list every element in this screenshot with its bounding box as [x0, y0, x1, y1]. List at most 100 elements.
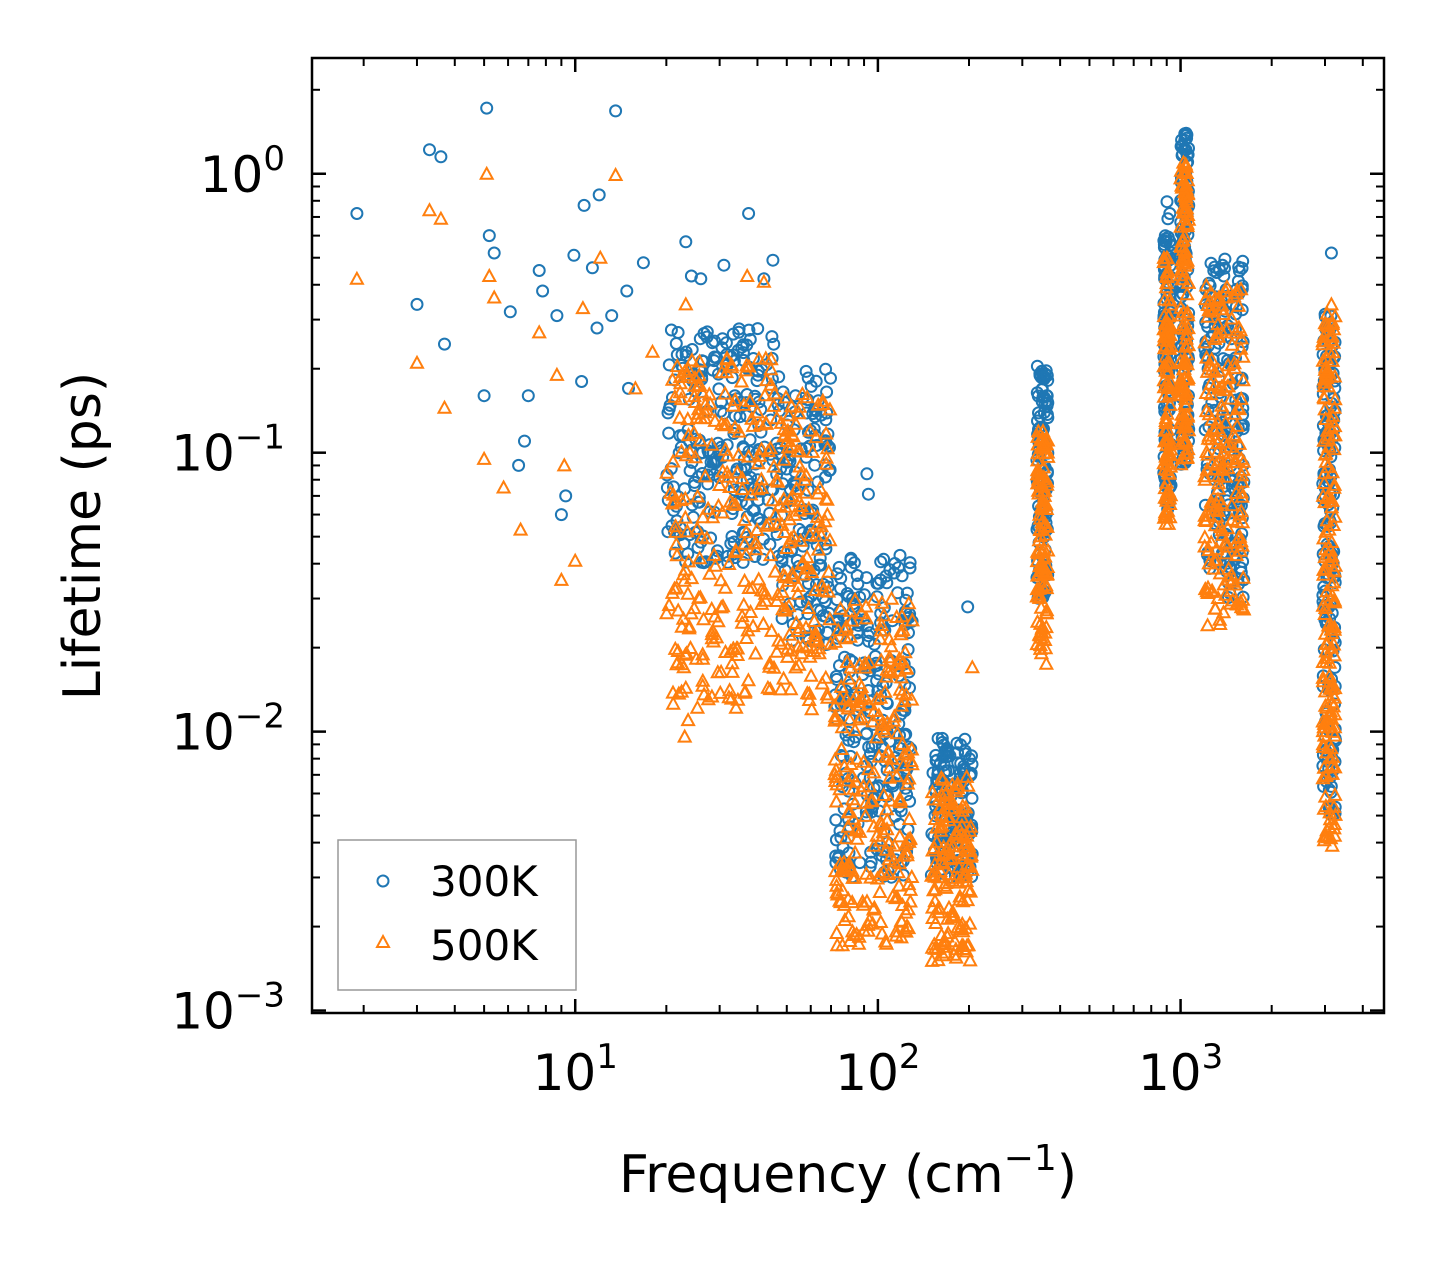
scatter-points: [349, 101, 1344, 967]
point-500K: [790, 638, 806, 653]
point-500K: [938, 785, 954, 800]
point-500K: [1179, 193, 1195, 208]
point-500K: [567, 552, 583, 567]
point-500K: [869, 691, 885, 706]
point-500K: [962, 883, 979, 898]
point-300K: [1235, 371, 1249, 385]
point-300K: [664, 323, 678, 337]
point-500K: [697, 468, 713, 483]
point-500K: [1177, 418, 1193, 433]
point-500K: [900, 901, 916, 916]
point-500K: [680, 712, 696, 727]
point-500K: [751, 571, 767, 586]
point-500K: [695, 509, 711, 524]
point-500K: [745, 618, 761, 633]
point-500K: [1207, 363, 1223, 378]
point-500K: [707, 412, 723, 427]
point-500K: [1033, 645, 1050, 660]
point-500K: [1235, 348, 1251, 363]
point-500K: [1032, 510, 1048, 525]
y-tick-labels: 10−3 10−2 10−1 100: [171, 139, 285, 1041]
point-500K: [954, 802, 970, 817]
point-500K: [1219, 289, 1235, 304]
point-500K: [936, 877, 953, 892]
point-500K: [1158, 414, 1174, 429]
point-500K: [1224, 573, 1240, 588]
point-500K: [872, 814, 888, 829]
point-500K: [844, 791, 861, 806]
point-500K: [1217, 433, 1233, 448]
point-500K: [721, 555, 737, 570]
minor-ticks: [312, 58, 1384, 1013]
y-axis-label: Lifetime (ps): [53, 372, 113, 700]
point-300K: [931, 774, 945, 788]
point-500K: [673, 443, 690, 458]
point-500K: [742, 603, 759, 618]
point-500K: [1040, 558, 1056, 573]
point-500K: [715, 463, 731, 478]
point-300K: [851, 633, 864, 647]
point-500K: [809, 508, 826, 523]
legend: 300K 500K: [337, 839, 577, 991]
point-500K: [834, 719, 850, 734]
x-axis-label-text: Frequency (cm: [619, 1145, 1004, 1205]
point-300K: [794, 595, 808, 609]
point-300K: [903, 556, 917, 570]
point-500K: [674, 618, 690, 633]
point-500K: [1322, 811, 1338, 826]
point-500K: [842, 602, 859, 617]
point-300K: [844, 749, 858, 763]
point-500K: [754, 479, 770, 494]
point-300K: [887, 566, 901, 580]
point-500K: [723, 356, 740, 371]
point-500K: [1323, 296, 1340, 311]
point-500K: [833, 678, 849, 693]
point-300K: [550, 309, 564, 323]
point-500K: [851, 935, 867, 950]
point-500K: [841, 803, 858, 818]
point-500K: [1316, 378, 1332, 393]
x-axis-label-close: ): [1057, 1145, 1077, 1205]
point-500K: [1233, 593, 1249, 608]
point-500K: [883, 638, 899, 653]
point-500K: [1176, 354, 1192, 369]
point-500K: [744, 579, 760, 594]
point-500K: [776, 428, 792, 443]
point-500K: [1226, 355, 1242, 370]
point-300K: [931, 732, 945, 745]
point-300K: [877, 552, 891, 566]
point-500K: [804, 563, 820, 578]
point-500K: [747, 645, 764, 660]
point-300K: [567, 248, 581, 262]
point-500K: [955, 893, 971, 908]
point-500K: [1215, 604, 1232, 619]
point-500K: [960, 777, 976, 792]
point-500K: [349, 270, 365, 285]
point-300K: [423, 143, 436, 157]
point-300K: [620, 284, 634, 298]
point-500K: [882, 652, 898, 667]
point-500K: [1233, 330, 1250, 345]
point-500K: [691, 550, 708, 565]
point-500K: [717, 579, 733, 594]
point-300K: [829, 670, 843, 683]
point-500K: [1316, 828, 1332, 843]
point-500K: [827, 633, 844, 648]
point-500K: [798, 484, 814, 499]
point-500K: [767, 506, 784, 521]
point-500K: [776, 451, 792, 466]
point-500K: [1214, 522, 1230, 537]
point-500K: [895, 654, 911, 669]
point-500K: [676, 572, 692, 587]
point-500K: [734, 480, 751, 495]
point-500K: [1324, 757, 1340, 772]
point-300K: [880, 576, 894, 590]
point-500K: [1320, 617, 1337, 632]
point-500K: [776, 421, 792, 436]
point-500K: [1212, 615, 1228, 630]
point-300K: [350, 207, 364, 220]
point-500K: [792, 502, 808, 517]
point-500K: [738, 546, 754, 561]
point-500K: [704, 626, 720, 641]
point-500K: [872, 867, 889, 882]
